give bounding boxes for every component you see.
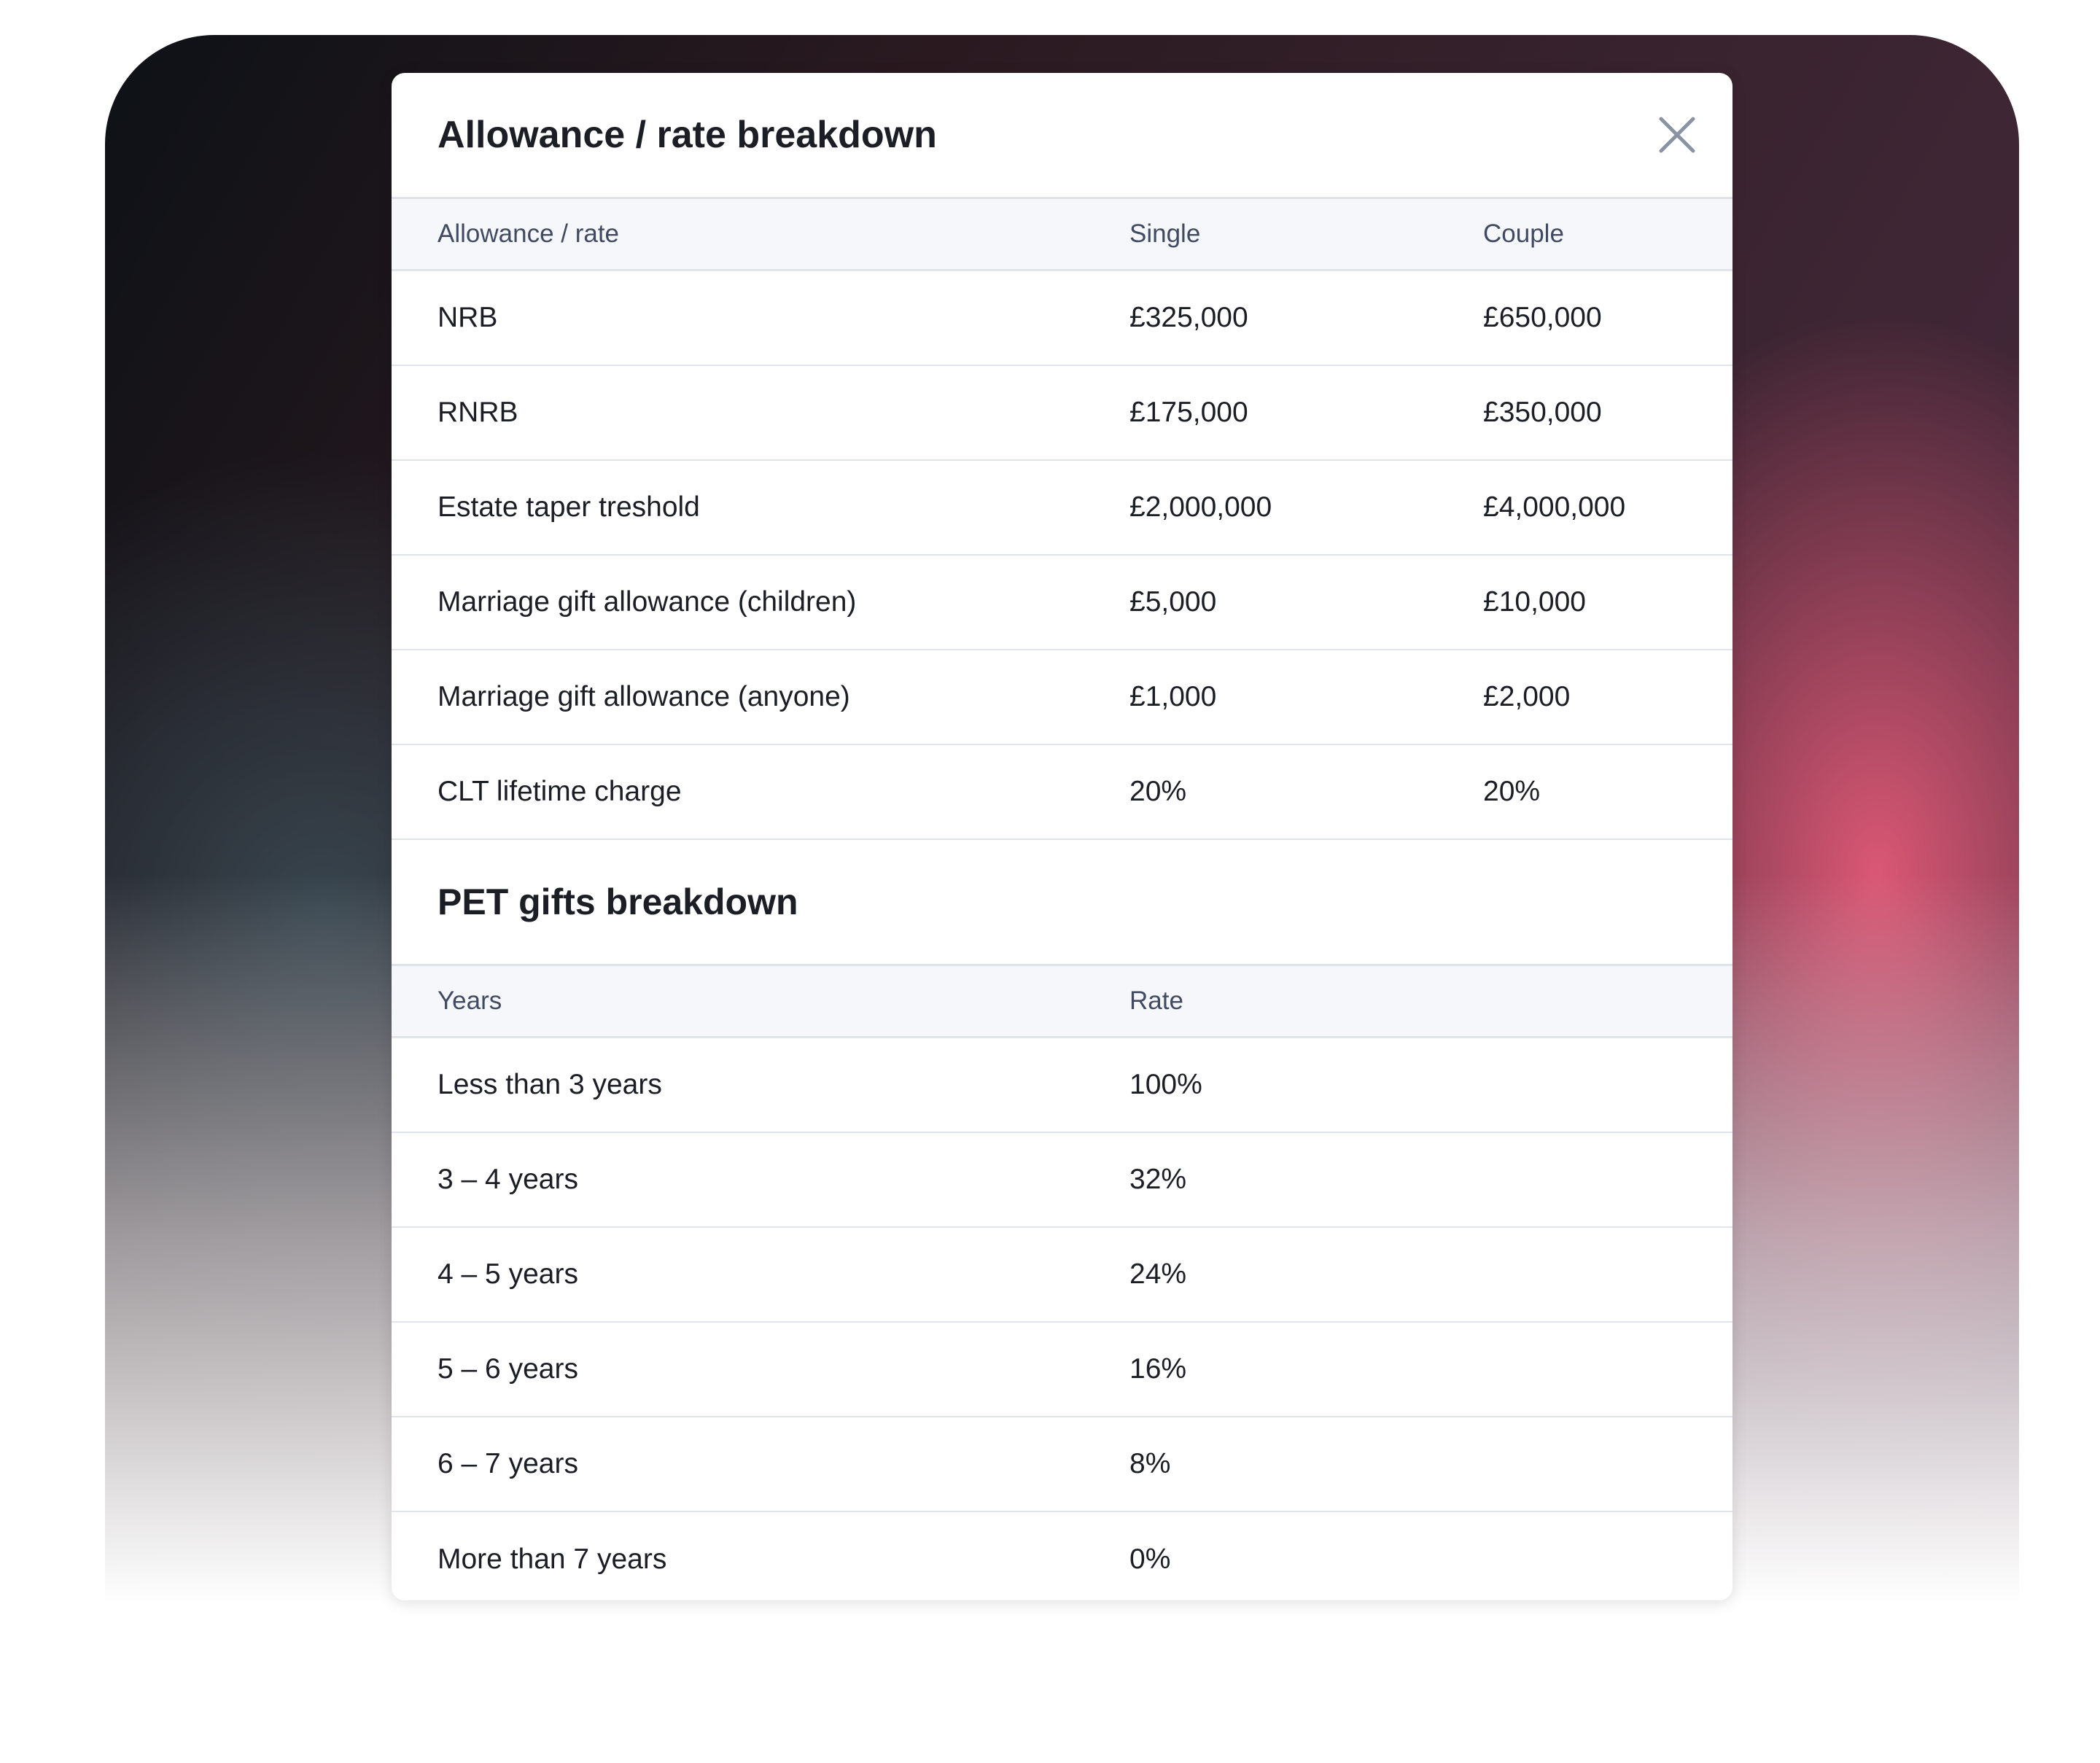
- couple-value: £4,000,000: [1483, 491, 1626, 523]
- close-x-icon: [1659, 117, 1695, 153]
- table-header: Allowance / rate Single Couple: [392, 197, 1732, 270]
- rate-value: 16%: [1129, 1353, 1187, 1385]
- years-range: Less than 3 years: [438, 1069, 662, 1100]
- header-rate: Rate: [1129, 986, 1183, 1015]
- allowance-name: Marriage gift allowance (children): [438, 586, 857, 618]
- years-range: More than 7 years: [438, 1544, 667, 1575]
- table-row: 6 – 7 years 8%: [392, 1416, 1732, 1511]
- allowance-table: Allowance / rate Single Couple NRB £325,0…: [392, 197, 1732, 838]
- table-row: Marriage gift allowance (anyone) £1,000 £2…: [392, 649, 1732, 744]
- rate-value: 32%: [1129, 1164, 1187, 1195]
- couple-value: £2,000: [1483, 681, 1571, 712]
- table-row: 5 – 6 years 16%: [392, 1321, 1732, 1416]
- single-value: £175,000: [1129, 397, 1248, 428]
- single-value: £2,000,000: [1129, 491, 1272, 523]
- rate-value: 100%: [1129, 1069, 1202, 1100]
- modal-title: Allowance / rate breakdown: [438, 114, 937, 156]
- allowance-name: Marriage gift allowance (anyone): [438, 681, 850, 712]
- table-row: More than 7 years 0%: [392, 1511, 1732, 1600]
- couple-value: 20%: [1483, 776, 1541, 807]
- allowance-name: Estate taper treshold: [438, 491, 700, 523]
- header-allowance: Allowance / rate: [438, 219, 620, 248]
- rate-value: 0%: [1129, 1544, 1171, 1575]
- years-range: 6 – 7 years: [438, 1448, 578, 1479]
- allowance-name: CLT lifetime charge: [438, 776, 682, 807]
- single-value: 20%: [1129, 776, 1187, 807]
- header-couple: Couple: [1483, 219, 1564, 248]
- table-row: NRB £325,000 £650,000: [392, 270, 1732, 365]
- couple-value: £10,000: [1483, 586, 1586, 618]
- rate-value: 24%: [1129, 1258, 1187, 1290]
- allowance-name: NRB: [438, 302, 498, 333]
- couple-value: £650,000: [1483, 302, 1602, 333]
- table-row: 3 – 4 years 32%: [392, 1132, 1732, 1226]
- table-header: Years Rate: [392, 964, 1732, 1037]
- years-range: 4 – 5 years: [438, 1258, 578, 1290]
- allowance-name: RNRB: [438, 397, 518, 428]
- single-value: £5,000: [1129, 586, 1217, 618]
- pet-section-header: PET gifts breakdown: [392, 838, 1732, 964]
- table-row: Estate taper treshold £2,000,000 £4,000,00…: [392, 459, 1732, 554]
- single-value: £1,000: [1129, 681, 1217, 712]
- years-range: 5 – 6 years: [438, 1353, 578, 1385]
- table-row: CLT lifetime charge 20% 20%: [392, 744, 1732, 838]
- header-years: Years: [438, 986, 502, 1015]
- table-row: Less than 3 years 100%: [392, 1037, 1732, 1132]
- table-row: 4 – 5 years 24%: [392, 1226, 1732, 1321]
- couple-value: £350,000: [1483, 397, 1602, 428]
- table-row: RNRB £175,000 £350,000: [392, 365, 1732, 459]
- rate-value: 8%: [1129, 1448, 1171, 1479]
- allowance-breakdown-modal: Allowance / rate breakdown Allowance / r…: [392, 73, 1732, 1600]
- years-range: 3 – 4 years: [438, 1164, 578, 1195]
- header-single: Single: [1129, 219, 1201, 248]
- pet-table: Years Rate Less than 3 years 100% 3 – 4 ye…: [392, 964, 1732, 1600]
- pet-section-title: PET gifts breakdown: [438, 882, 798, 922]
- modal-header: Allowance / rate breakdown: [392, 73, 1732, 197]
- close-button[interactable]: [1657, 114, 1698, 155]
- single-value: £325,000: [1129, 302, 1248, 333]
- table-row: Marriage gift allowance (children) £5,000…: [392, 554, 1732, 649]
